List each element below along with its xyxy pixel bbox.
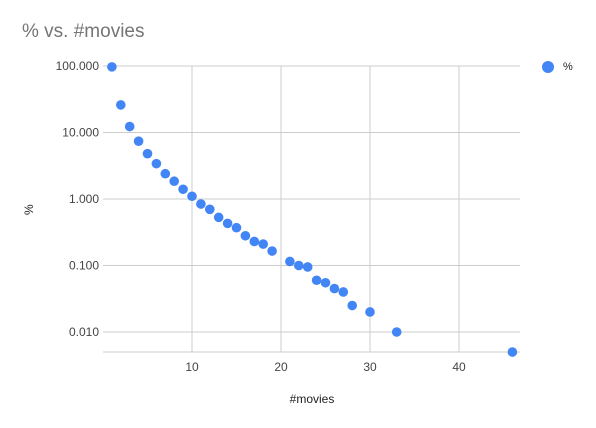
data-point[interactable]	[187, 191, 197, 202]
data-point[interactable]	[107, 62, 117, 72]
data-point[interactable]	[222, 218, 233, 229]
data-point[interactable]	[124, 121, 135, 132]
data-point[interactable]	[160, 168, 171, 179]
data-point[interactable]	[231, 222, 242, 233]
data-point[interactable]	[116, 100, 126, 110]
data-point[interactable]	[267, 246, 277, 256]
grid	[103, 65, 520, 353]
data-point[interactable]	[507, 347, 518, 357]
data-point[interactable]	[178, 184, 188, 195]
y-axis-label: %	[22, 204, 36, 215]
data-point[interactable]	[142, 148, 153, 159]
x-tick-label: 20	[274, 360, 288, 374]
data-point[interactable]	[329, 283, 340, 294]
data-point[interactable]	[258, 239, 269, 249]
y-tick-label: 0.010	[69, 325, 99, 339]
tick-labels: 0.010 0.100 1.000 10.000 100.000 10 20 30 40	[56, 59, 466, 374]
data-points	[107, 62, 518, 357]
legend-entry-label: %	[563, 61, 573, 73]
data-point[interactable]	[391, 327, 402, 337]
x-tick-label: 10	[185, 360, 199, 374]
data-point[interactable]	[302, 262, 313, 272]
data-point[interactable]	[294, 260, 304, 271]
x-tick-label: 30	[363, 360, 377, 374]
data-point[interactable]	[205, 204, 215, 215]
x-tick-label: 40	[452, 360, 466, 374]
data-point[interactable]	[285, 256, 295, 267]
y-tick-label: 100.000	[56, 59, 100, 73]
y-tick-label: 0.100	[69, 259, 99, 273]
data-point[interactable]	[249, 236, 260, 247]
chart-title: % vs. #movies	[22, 21, 145, 42]
data-point[interactable]	[347, 300, 358, 311]
data-point[interactable]	[338, 287, 349, 297]
data-point[interactable]	[133, 136, 144, 146]
y-tick-label: 10.000	[62, 126, 99, 140]
data-point[interactable]	[365, 307, 375, 317]
data-point[interactable]	[311, 275, 322, 286]
data-point[interactable]	[213, 212, 224, 223]
data-point[interactable]	[240, 230, 251, 241]
legend-marker-icon	[542, 61, 554, 73]
y-tick-label: 1.000	[69, 192, 99, 206]
data-point[interactable]	[196, 199, 206, 209]
legend[interactable]: %	[542, 61, 573, 73]
data-point[interactable]	[151, 158, 162, 169]
data-point[interactable]	[320, 277, 331, 288]
data-point[interactable]	[169, 176, 179, 187]
x-axis-label: #movies	[289, 392, 335, 406]
